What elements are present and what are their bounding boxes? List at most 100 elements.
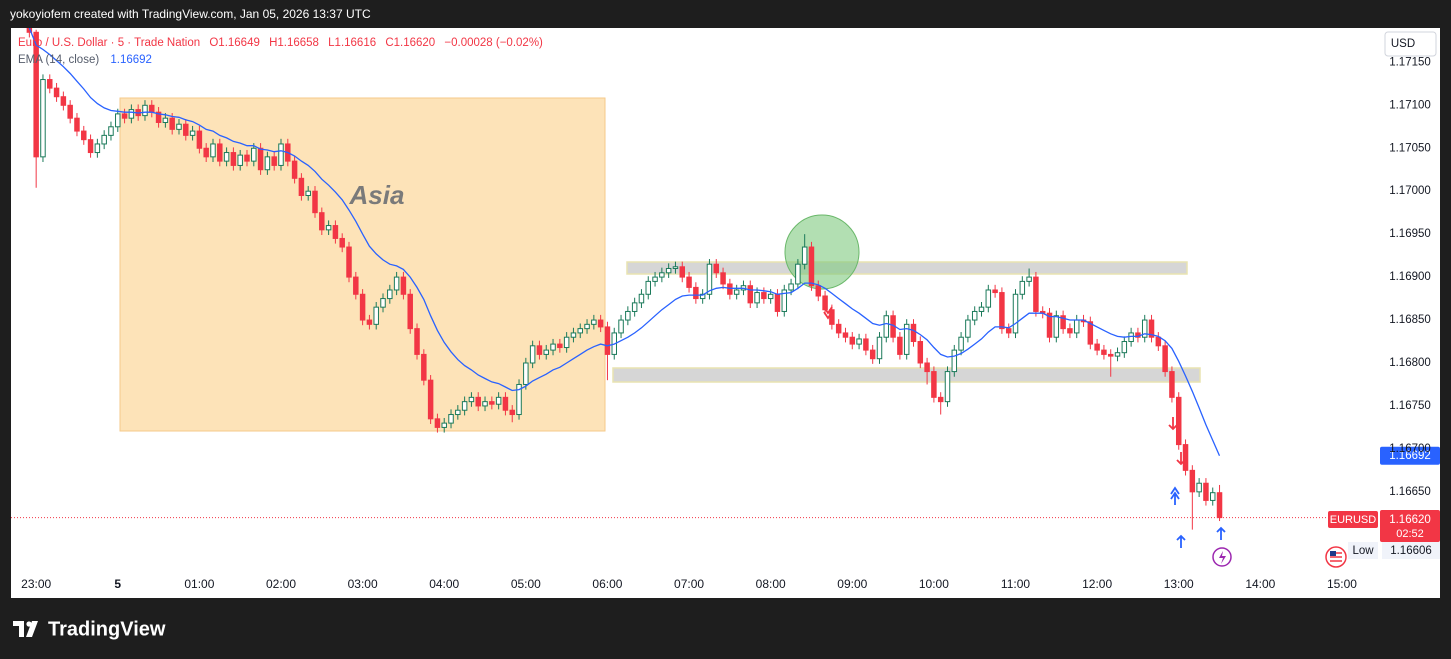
candle-body xyxy=(1053,315,1060,338)
candle-body xyxy=(1033,276,1039,312)
candle-body xyxy=(1114,352,1121,357)
x-tick-label: 07:00 xyxy=(674,577,704,591)
candle-body xyxy=(679,266,686,278)
last-price-label: 1.16620 xyxy=(1389,514,1431,526)
candle-body xyxy=(577,328,583,334)
candle-body xyxy=(359,293,366,321)
sell-marker xyxy=(1168,417,1178,431)
candle-body xyxy=(1087,321,1094,345)
candle-body xyxy=(482,401,488,407)
x-tick-label: 04:00 xyxy=(429,577,459,591)
candle-body xyxy=(659,272,665,278)
candle-body xyxy=(434,418,441,428)
candle-body xyxy=(400,276,407,295)
candle-body xyxy=(625,310,631,321)
candle-body xyxy=(468,396,475,403)
y-tick-label: 1.17100 xyxy=(1389,99,1431,111)
indicator-legend: EMA (14, close) 1.16692 xyxy=(18,54,152,66)
candle-body xyxy=(475,396,481,407)
y-tick-label: 1.16800 xyxy=(1389,357,1431,369)
candle-body xyxy=(33,31,39,158)
low-value: L1.16616 xyxy=(328,37,376,49)
candle-body xyxy=(965,319,971,338)
candle-body xyxy=(502,396,509,411)
candle-body xyxy=(121,113,128,119)
x-tick-label: 12:00 xyxy=(1082,577,1112,591)
candle-body xyxy=(536,345,543,355)
y-tick-label: 1.16900 xyxy=(1389,271,1431,283)
indicator-value: 1.16692 xyxy=(110,54,152,66)
candle-body xyxy=(291,160,298,179)
candle-body xyxy=(196,130,203,149)
candle-body xyxy=(203,147,209,158)
candle-body xyxy=(40,79,46,158)
candle-body xyxy=(801,246,808,265)
candle-body xyxy=(380,298,386,308)
buy-marker xyxy=(1216,526,1226,540)
candle-body xyxy=(455,409,461,416)
candle-body xyxy=(1175,396,1182,446)
candle-body xyxy=(237,154,243,166)
candle-body xyxy=(489,401,495,405)
currency-button[interactable]: USD xyxy=(1384,31,1437,57)
candle-body xyxy=(407,293,413,330)
close-value: C1.16620 xyxy=(385,37,435,49)
ema-tag-label: 1.16692 xyxy=(1389,450,1431,462)
x-tick-label: 10:00 xyxy=(919,577,949,591)
candle-body xyxy=(1019,280,1026,295)
candle-body xyxy=(815,285,822,297)
candle-body xyxy=(74,117,80,132)
candle-body xyxy=(903,323,910,355)
currency-button-box[interactable] xyxy=(1384,31,1437,57)
candle-body xyxy=(264,156,271,171)
candle-body xyxy=(230,152,237,166)
resistance-zone xyxy=(626,261,1188,275)
candle-body xyxy=(87,139,94,154)
candle-body xyxy=(278,143,284,166)
candle-body xyxy=(162,117,169,123)
candle-body xyxy=(631,302,638,312)
candle-body xyxy=(795,263,801,285)
x-tick-label: 05:00 xyxy=(511,577,541,591)
candle-body xyxy=(101,134,107,145)
candle-body xyxy=(523,362,529,385)
candle-body xyxy=(1046,312,1053,338)
x-tick-label: 06:00 xyxy=(592,577,622,591)
symbol-tag xyxy=(1328,511,1378,528)
candle-body xyxy=(1148,319,1155,338)
candle-body xyxy=(251,147,257,162)
symbol-legend: Euro / U.S. Dollar · 5 · Trade Nation O1… xyxy=(18,37,543,49)
candle-body xyxy=(706,263,713,295)
candle-body xyxy=(543,349,549,355)
legend: Euro / U.S. Dollar · 5 · Trade Nation O1… xyxy=(18,37,543,66)
y-tick-label: 1.16850 xyxy=(1389,314,1431,326)
candle-body xyxy=(1067,328,1073,334)
candle-body xyxy=(81,130,87,141)
candle-body xyxy=(387,289,393,300)
symbol-tag-label: EURUSD xyxy=(1330,514,1377,526)
candle-body xyxy=(951,349,958,373)
currency-label[interactable]: USD xyxy=(1391,38,1415,50)
candle-body xyxy=(869,349,876,360)
candle-body xyxy=(1209,492,1216,501)
candle-body xyxy=(346,246,352,278)
candle-body xyxy=(339,237,345,248)
candle-body xyxy=(108,126,114,136)
candle-body xyxy=(257,147,264,171)
brand: TradingView xyxy=(13,618,166,640)
candle-body xyxy=(1073,319,1080,334)
candle-body xyxy=(319,212,325,231)
indicator-name: EMA (14, close) xyxy=(18,54,99,66)
candle-body xyxy=(169,117,175,130)
candle-body xyxy=(1203,482,1209,501)
candle-body xyxy=(1216,492,1223,519)
candle-body xyxy=(665,268,672,274)
brand-name: TradingView xyxy=(48,618,166,640)
candle-body xyxy=(597,319,604,328)
symbol-name: Euro / U.S. Dollar · 5 · Trade Nation xyxy=(18,37,200,49)
candle-body xyxy=(1121,341,1128,354)
candle-body xyxy=(774,293,781,312)
candle-body xyxy=(788,283,794,291)
candle-body xyxy=(155,111,162,123)
